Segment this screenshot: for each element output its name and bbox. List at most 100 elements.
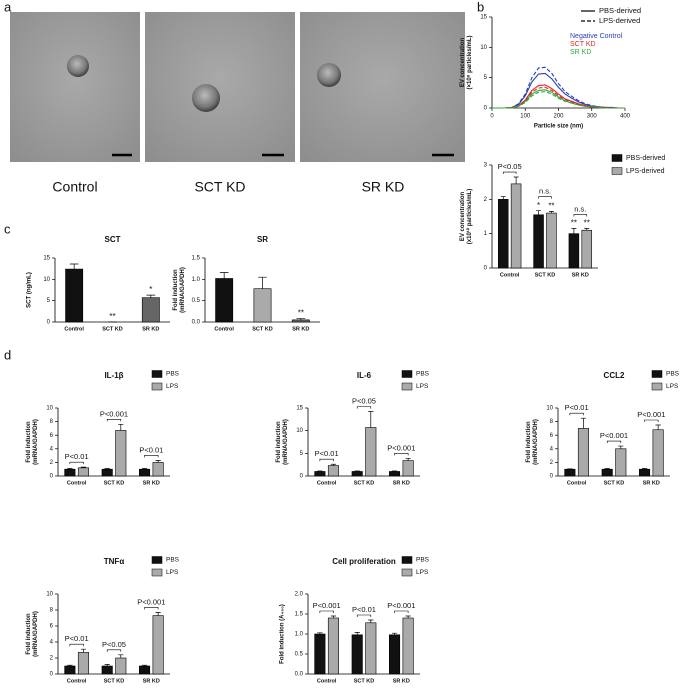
error-bar — [258, 276, 267, 289]
bar — [568, 233, 580, 269]
y-tick-label: 10 — [480, 45, 487, 51]
chart-title: IL-6 — [357, 371, 372, 380]
bar — [389, 634, 401, 675]
bracket — [502, 171, 517, 175]
y-tick-label: 10 — [46, 592, 53, 598]
error-bar — [330, 463, 337, 466]
y-tick-label: 0.5 — [295, 652, 304, 658]
micrograph — [10, 12, 140, 162]
y-tick-label: 6 — [50, 624, 54, 630]
chart-title: SR — [257, 235, 268, 244]
legend-swatch — [651, 382, 663, 391]
bracket-label: P<0.05 — [498, 162, 522, 171]
significance-mark: * — [537, 201, 540, 210]
y-tick-label: 0 — [50, 672, 54, 678]
error-bar — [655, 424, 661, 430]
bar — [77, 467, 89, 477]
x-tick-label: SR KD — [393, 480, 410, 486]
legend-label: PBS — [166, 557, 180, 564]
y-tick-label: 15 — [296, 406, 303, 412]
y-axis-label: (mRNA/GAPDH) — [533, 419, 539, 465]
bar — [327, 465, 339, 477]
y-tick-label: 2 — [50, 656, 54, 662]
y-tick-label: 0 — [300, 474, 304, 480]
x-tick-label: SR KD — [292, 326, 309, 332]
y-axis-label: Fold induction — [526, 421, 532, 463]
micrograph — [145, 12, 295, 162]
error-bar — [354, 632, 360, 635]
y-tick-label: 4 — [50, 446, 54, 452]
legend-swatch — [151, 556, 163, 564]
y-axis-label: Fold induction — [26, 613, 32, 655]
legend-label: PBS — [166, 371, 180, 378]
error-bar — [513, 176, 519, 184]
bar — [402, 460, 414, 477]
bracket — [573, 214, 588, 217]
error-bar — [391, 632, 398, 635]
y-tick-label: 1.5 — [192, 256, 201, 262]
y-axis-label: Fold induction (A₄₅₀) — [280, 604, 286, 664]
legend-label: PBS — [666, 371, 680, 378]
bracket — [69, 643, 84, 647]
legend-swatch — [151, 370, 163, 378]
y-tick-label: 0 — [484, 266, 488, 272]
legend-label: LPS-derived — [599, 16, 640, 25]
bracket — [106, 649, 122, 652]
bracket — [356, 614, 372, 617]
bracket-label: P<0.01 — [65, 452, 89, 461]
error-bar — [155, 460, 161, 463]
error-bar — [368, 619, 374, 623]
y-axis-label: Fold induction — [173, 269, 179, 311]
bracket-label: P<0.01 — [139, 445, 163, 454]
bar — [365, 427, 377, 477]
bracket — [538, 196, 552, 199]
x-tick-label: SCT KD — [535, 272, 556, 278]
error-bar — [104, 664, 110, 666]
bar — [546, 212, 557, 269]
significance-mark: ** — [298, 309, 304, 318]
bracket-label: P<0.001 — [387, 443, 415, 452]
bar — [65, 268, 84, 323]
y-tick-label: 4 — [550, 446, 554, 452]
chart-title: CCL2 — [604, 371, 625, 380]
bar — [533, 214, 544, 269]
bracket-label: P<0.05 — [352, 397, 376, 406]
y-tick-label: 2 — [484, 197, 488, 203]
y-tick-label: 5 — [484, 75, 488, 81]
x-tick-label: 100 — [520, 114, 531, 120]
y-axis-label: SCT (ng/mL) — [27, 272, 33, 308]
bar — [314, 633, 326, 675]
legend-swatch — [401, 370, 413, 378]
error-bar — [118, 423, 124, 431]
bar — [577, 428, 589, 477]
error-bar — [405, 615, 411, 618]
data-line — [492, 66, 625, 109]
bracket — [394, 610, 409, 613]
y-tick-label: 3 — [484, 163, 488, 169]
x-tick-label: SR KD — [142, 326, 159, 332]
x-tick-label: SR KD — [143, 678, 160, 684]
bar — [115, 430, 127, 477]
y-tick-label: 15 — [43, 256, 50, 262]
bar — [64, 665, 76, 675]
bracket — [144, 455, 159, 458]
y-tick-label: 0 — [50, 474, 54, 480]
error-bar — [296, 318, 306, 320]
x-tick-label: Control — [214, 326, 234, 332]
bar — [510, 183, 522, 269]
bar — [639, 468, 651, 477]
bar — [152, 615, 164, 675]
bracket — [644, 419, 659, 422]
y-tick-label: 0.0 — [295, 672, 304, 678]
error-bar — [641, 468, 648, 470]
y-tick-label: 2.0 — [295, 592, 304, 598]
error-bar — [67, 664, 73, 666]
error-bar — [141, 468, 148, 470]
data-line — [492, 89, 625, 109]
legend-label: LPS — [666, 383, 679, 390]
legend-swatch — [401, 556, 413, 564]
vesicle — [192, 84, 220, 112]
x-tick-label: SCT KD — [104, 480, 125, 486]
vesicle — [67, 55, 89, 77]
